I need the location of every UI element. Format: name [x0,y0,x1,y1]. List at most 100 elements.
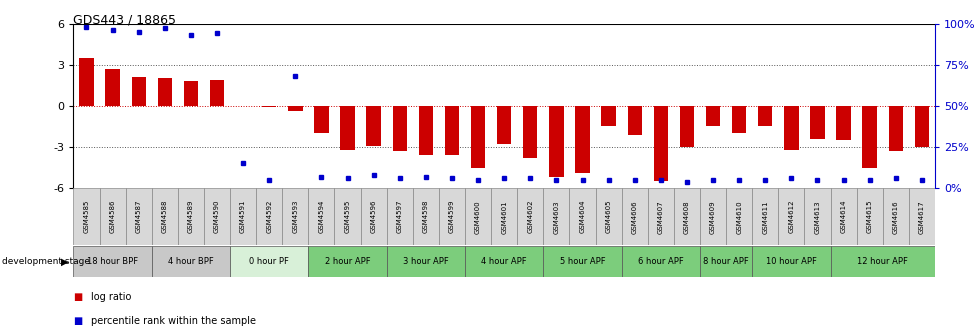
Bar [308,188,334,245]
Text: 3 hour APF: 3 hour APF [403,257,448,266]
Text: GSM4602: GSM4602 [527,200,533,234]
Text: GSM4606: GSM4606 [631,200,637,234]
Bar [125,188,152,245]
Bar [751,246,829,277]
Text: ■: ■ [73,292,82,302]
Bar [732,106,745,133]
Text: GSM4596: GSM4596 [371,200,377,234]
Bar [699,188,726,245]
Bar [184,81,198,106]
Bar [882,188,908,245]
Bar [679,106,693,147]
Bar [804,188,829,245]
Bar [543,188,569,245]
Bar [438,188,465,245]
Text: GSM4594: GSM4594 [318,200,324,234]
Text: GSM4590: GSM4590 [214,200,220,234]
Text: GSM4604: GSM4604 [579,200,585,234]
Bar [699,246,751,277]
Bar [600,106,615,126]
Bar [230,188,256,245]
Bar [157,78,172,106]
Text: GSM4609: GSM4609 [709,200,715,234]
Bar [497,106,511,144]
Bar [262,106,276,107]
Bar [595,188,621,245]
Bar [366,106,380,145]
Text: ■: ■ [73,316,82,326]
Bar [209,80,224,106]
Text: 5 hour APF: 5 hour APF [559,257,604,266]
Text: GSM4612: GSM4612 [787,200,793,234]
Bar [152,188,178,245]
Bar [256,188,282,245]
Text: GSM4600: GSM4600 [474,200,480,234]
Text: 4 hour APF: 4 hour APF [481,257,526,266]
Bar [73,246,152,277]
Text: 12 hour APF: 12 hour APF [857,257,908,266]
Bar [334,188,360,245]
Bar [673,188,699,245]
Bar [751,188,778,245]
Text: ▶: ▶ [61,257,68,267]
Text: GSM4607: GSM4607 [657,200,663,234]
Bar [392,106,407,151]
Bar [705,106,720,126]
Bar [203,188,230,245]
Bar [386,246,465,277]
Text: GSM4592: GSM4592 [266,200,272,234]
Bar [726,188,751,245]
Text: 4 hour BPF: 4 hour BPF [168,257,213,266]
Bar [465,188,491,245]
Text: GSM4597: GSM4597 [396,200,402,234]
Bar [386,188,413,245]
Bar [516,188,543,245]
Text: 6 hour APF: 6 hour APF [638,257,683,266]
Text: 2 hour APF: 2 hour APF [325,257,370,266]
Bar [491,188,516,245]
Text: 8 hour APF: 8 hour APF [702,257,748,266]
Text: GSM4591: GSM4591 [240,200,245,234]
Bar [178,188,203,245]
Bar [282,188,308,245]
Bar [653,106,667,181]
Text: GSM4587: GSM4587 [136,200,142,234]
Text: GSM4589: GSM4589 [188,200,194,234]
Text: GDS443 / 18865: GDS443 / 18865 [73,13,176,27]
Text: GSM4593: GSM4593 [292,200,298,234]
Bar [444,106,459,155]
Bar [647,188,673,245]
Text: GSM4588: GSM4588 [161,200,167,234]
Text: percentile rank within the sample: percentile rank within the sample [91,316,256,326]
Bar [829,246,934,277]
Bar [419,106,432,155]
Text: 18 hour BPF: 18 hour BPF [87,257,138,266]
Bar [79,58,94,106]
Bar [778,188,804,245]
Text: 0 hour PF: 0 hour PF [249,257,289,266]
Bar [913,106,928,147]
Text: GSM4616: GSM4616 [892,200,898,234]
Bar [621,188,647,245]
Text: GSM4614: GSM4614 [840,200,846,234]
Text: 10 hour APF: 10 hour APF [765,257,816,266]
Bar [627,106,642,135]
Text: GSM4611: GSM4611 [762,200,768,234]
Bar [470,106,485,168]
Bar [340,106,354,150]
Text: GSM4615: GSM4615 [866,200,871,234]
Bar [810,106,823,139]
Text: GSM4601: GSM4601 [501,200,507,234]
Text: GSM4613: GSM4613 [814,200,820,234]
Bar [543,246,621,277]
Bar [288,106,302,111]
Bar [575,106,589,173]
Text: GSM4595: GSM4595 [344,200,350,234]
Text: GSM4603: GSM4603 [553,200,558,234]
Bar [783,106,798,150]
Bar [862,106,876,168]
Bar [308,246,386,277]
Text: GSM4610: GSM4610 [735,200,741,234]
Text: log ratio: log ratio [91,292,131,302]
Bar [549,106,563,177]
